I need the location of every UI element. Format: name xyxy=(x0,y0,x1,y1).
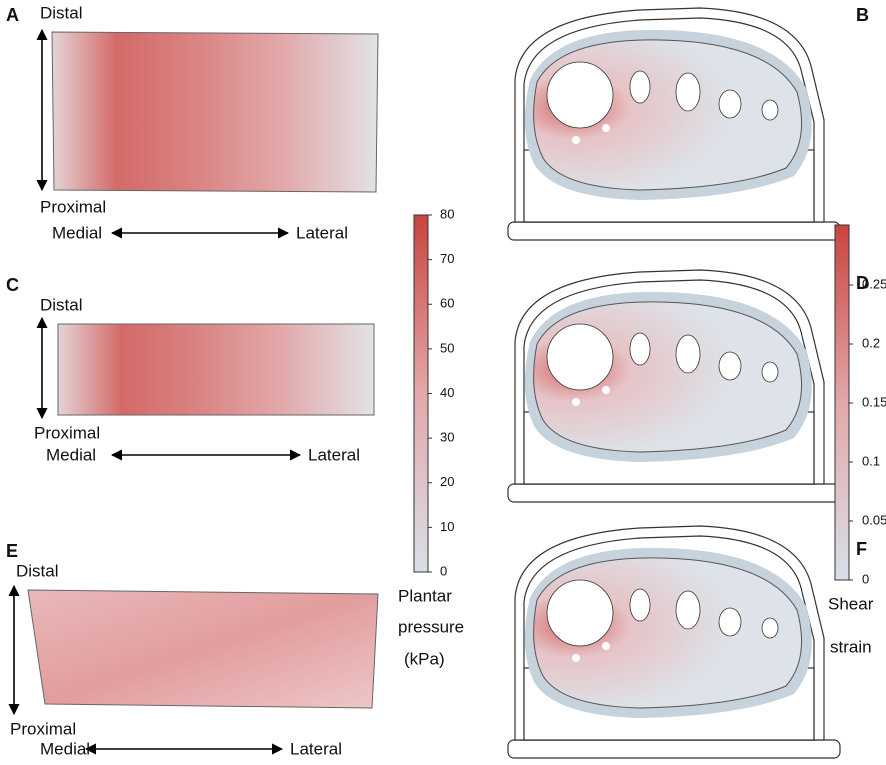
direction-label: Distal xyxy=(40,295,83,314)
panel-label: A xyxy=(6,5,19,25)
tick-label: 0 xyxy=(440,563,447,578)
direction-label: Distal xyxy=(40,3,83,22)
foot-section xyxy=(507,7,841,241)
foot-section xyxy=(507,269,841,503)
panel-label: E xyxy=(6,541,18,561)
colorbar-title: (kPa) xyxy=(404,649,445,668)
colorbar xyxy=(413,214,429,573)
panel-label: C xyxy=(6,275,19,295)
tick-label: 0.05 xyxy=(862,512,886,527)
tick-label: 0.2 xyxy=(862,335,880,350)
pressure-map xyxy=(57,323,375,416)
tick-label: 0.25 xyxy=(862,276,886,291)
tick-label: 40 xyxy=(440,385,454,400)
panel-label: B xyxy=(856,5,869,25)
direction-label: Proximal xyxy=(40,197,106,216)
pressure-map xyxy=(27,589,379,709)
tick-label: 80 xyxy=(440,206,454,221)
direction-label: Medial xyxy=(40,739,90,758)
direction-label: Lateral xyxy=(290,739,342,758)
direction-label: Lateral xyxy=(296,223,348,242)
colorbar xyxy=(834,224,850,581)
colorbar-title: Shear xyxy=(828,594,874,613)
tick-label: 70 xyxy=(440,251,454,266)
tick-label: 0.1 xyxy=(862,453,880,468)
foot-section xyxy=(507,525,841,759)
direction-label: Proximal xyxy=(10,719,76,738)
tick-label: 50 xyxy=(440,340,454,355)
pressure-map xyxy=(51,31,379,193)
colorbar-title: pressure xyxy=(398,617,464,636)
tick-label: 0.15 xyxy=(862,394,886,409)
panel-label: F xyxy=(856,539,867,559)
direction-label: Distal xyxy=(16,561,59,580)
colorbar-title: Plantar xyxy=(398,586,452,605)
tick-label: 0 xyxy=(862,571,869,586)
panel-label: D xyxy=(856,273,869,293)
direction-label: Proximal xyxy=(34,423,100,442)
tick-label: 20 xyxy=(440,474,454,489)
tick-label: 60 xyxy=(440,296,454,311)
direction-label: Lateral xyxy=(308,445,360,464)
direction-label: Medial xyxy=(46,445,96,464)
direction-label: Medial xyxy=(52,223,102,242)
tick-label: 10 xyxy=(440,519,454,534)
colorbar-title: strain xyxy=(830,637,872,656)
tick-label: 30 xyxy=(440,430,454,445)
